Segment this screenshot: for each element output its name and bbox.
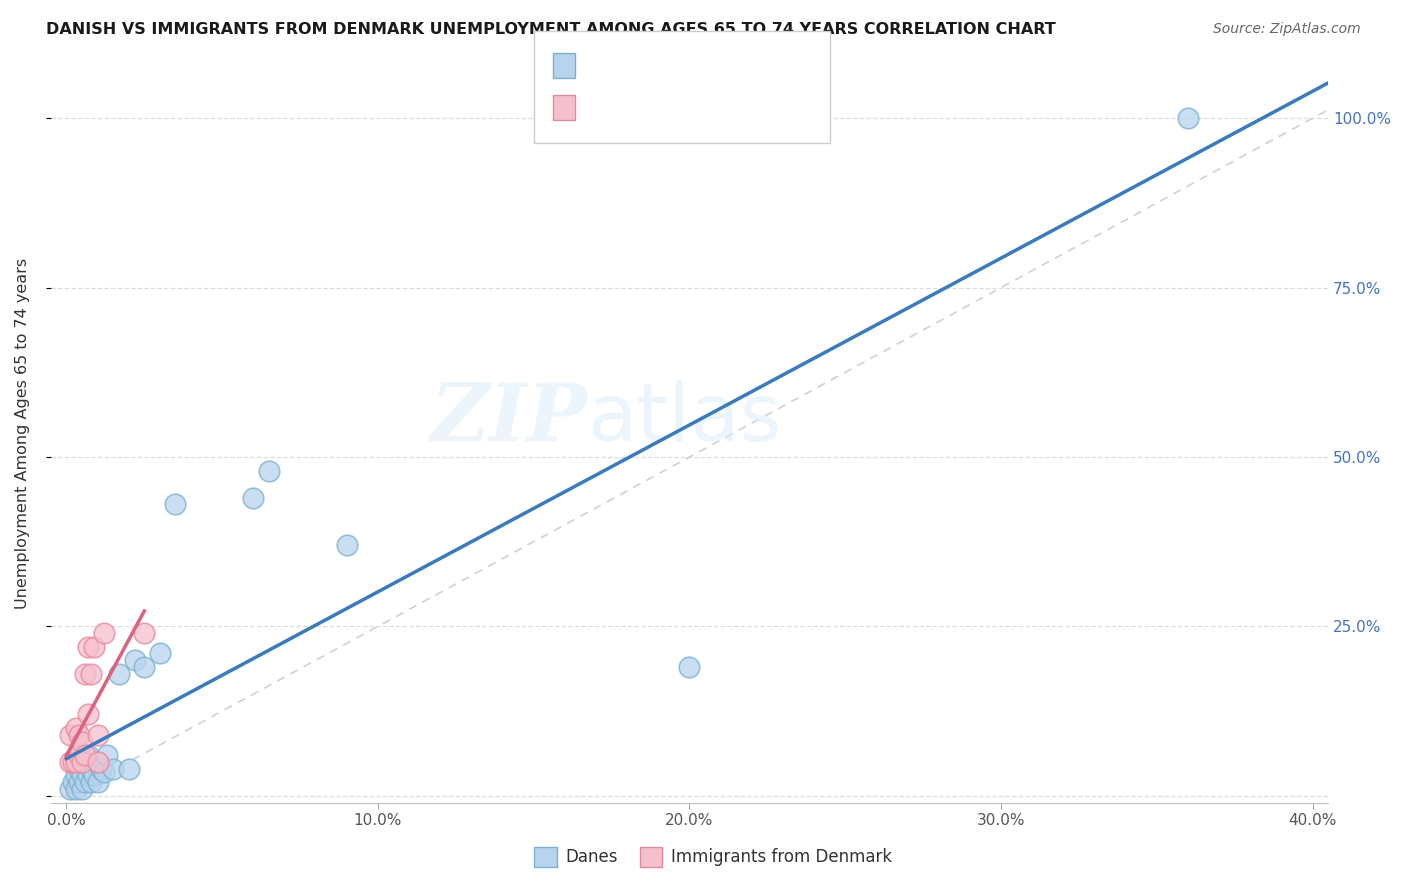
Y-axis label: Unemployment Among Ages 65 to 74 years: Unemployment Among Ages 65 to 74 years [15,258,30,609]
Point [65,755,87,769]
Text: atlas: atlas [588,379,782,458]
Text: R = 0.575   N = 32: R = 0.575 N = 32 [586,56,744,74]
Point [1177,112,1199,126]
Text: R = 0.509   N = 19: R = 0.509 N = 19 [586,99,744,117]
Point [118,762,141,776]
Point [80,666,103,681]
Point [70,781,93,796]
Point [86,728,108,742]
Point [77,640,100,654]
Point [83,768,105,782]
Point [77,768,100,782]
Point [65,721,87,735]
Point [75,775,97,789]
Point [165,498,187,512]
Point [257,464,280,478]
Point [70,755,93,769]
Text: Danes: Danes [565,848,617,866]
Point [96,748,118,763]
Point [70,734,93,748]
Point [86,775,108,789]
Point [101,762,124,776]
Text: Immigrants from Denmark: Immigrants from Denmark [671,848,891,866]
Point [86,755,108,769]
Point [80,762,103,776]
Text: DANISH VS IMMIGRANTS FROM DENMARK UNEMPLOYMENT AMONG AGES 65 TO 74 YEARS CORRELA: DANISH VS IMMIGRANTS FROM DENMARK UNEMPL… [46,22,1056,37]
Point [336,538,359,552]
Point [80,775,103,789]
Text: Source: ZipAtlas.com: Source: ZipAtlas.com [1213,22,1361,37]
Point [242,491,264,505]
Point [77,748,100,763]
Text: ZIP: ZIP [430,380,588,458]
Point [134,626,156,640]
Point [67,775,90,789]
Point [134,660,156,674]
Point [93,626,115,640]
Point [149,647,172,661]
Point [77,707,100,722]
Point [58,728,80,742]
Point [75,748,97,763]
Point [67,728,90,742]
Point [86,755,108,769]
Point [58,781,80,796]
Point [67,748,90,763]
Point [67,762,90,776]
Point [65,768,87,782]
Point [93,765,115,780]
Point [75,666,97,681]
Point [70,768,93,782]
Point [124,653,146,667]
Point [62,755,84,769]
Point [65,781,87,796]
Point [83,640,105,654]
Point [678,660,700,674]
Point [62,775,84,789]
Point [108,666,131,681]
Point [58,755,80,769]
Point [90,762,112,776]
Point [75,755,97,769]
